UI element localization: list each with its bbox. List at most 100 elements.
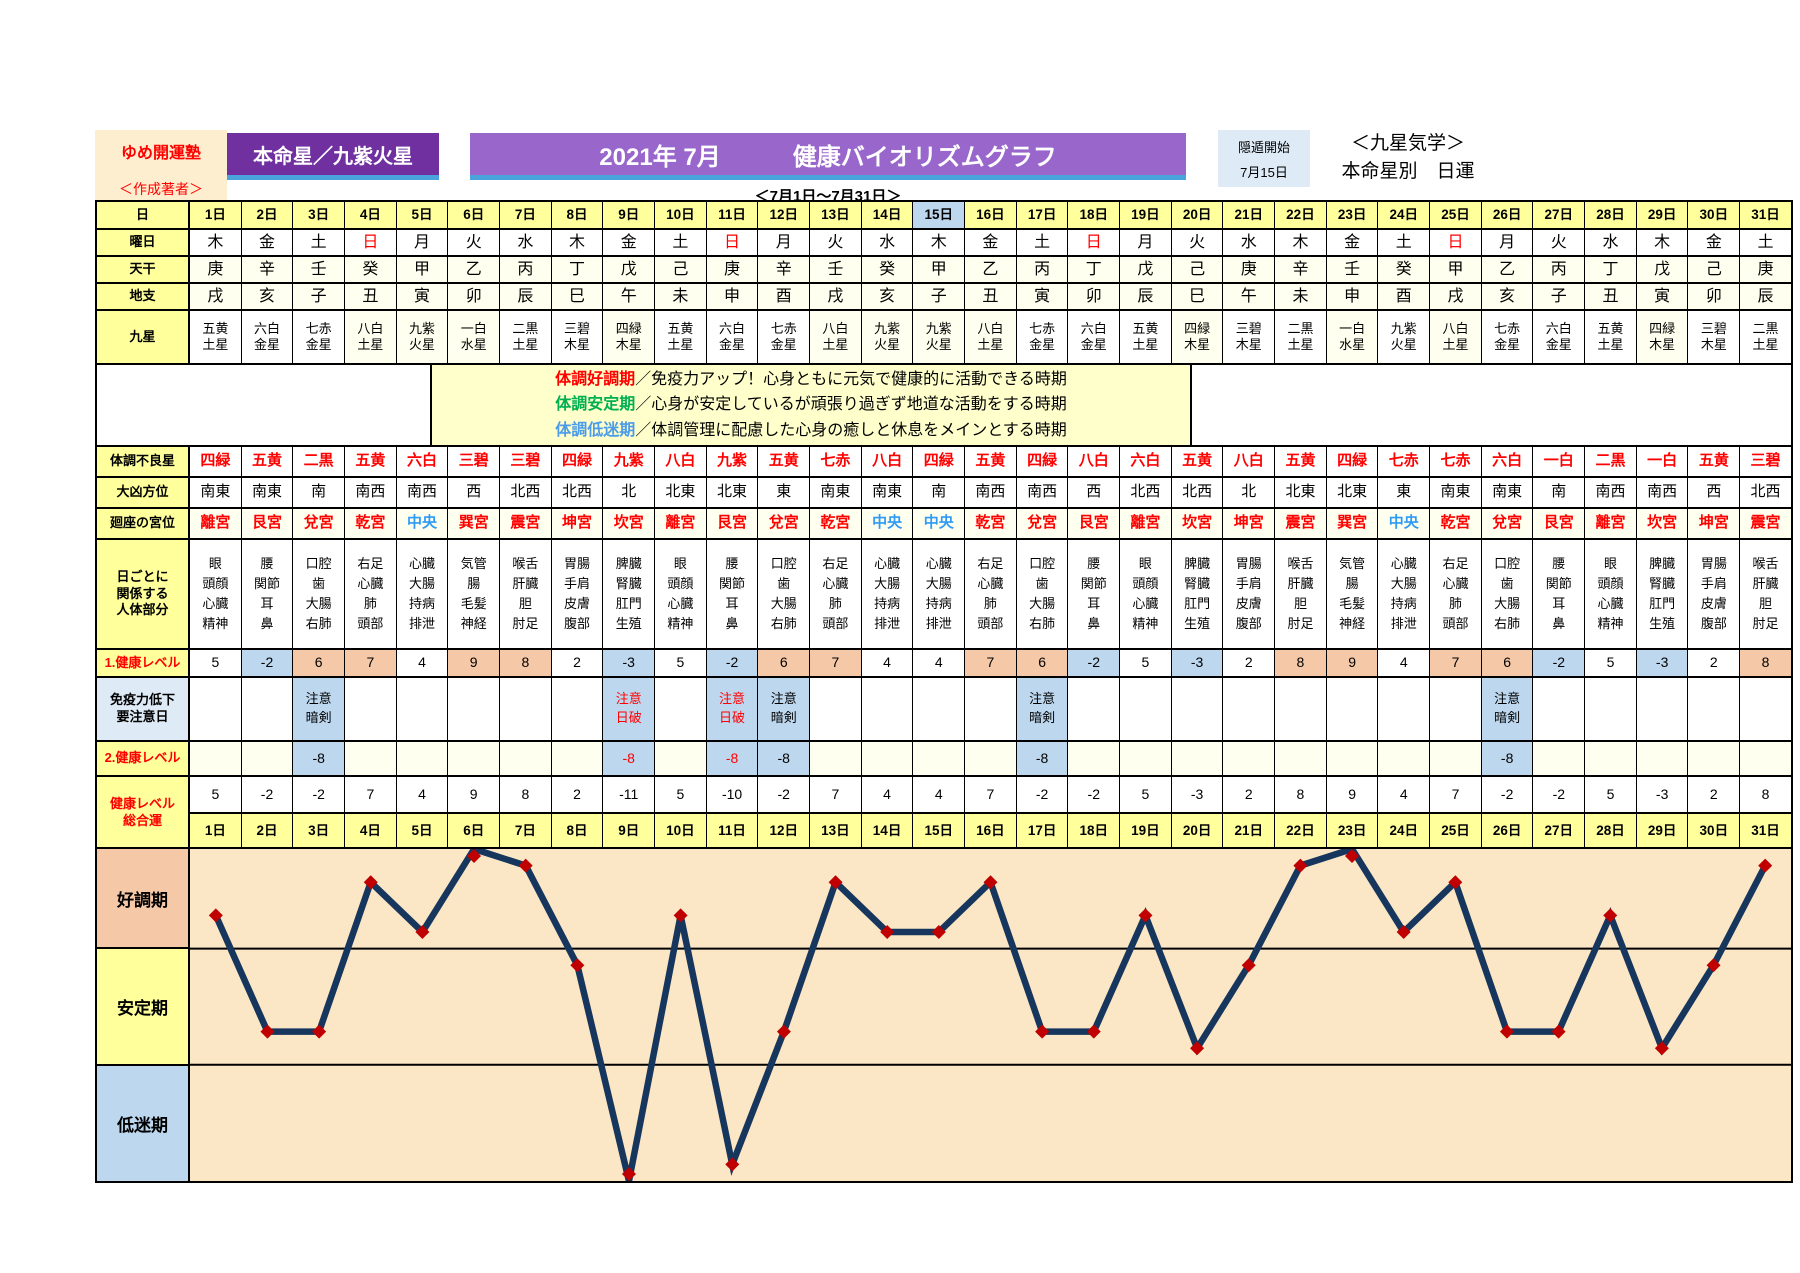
bad-direction-cell: 西 — [1688, 478, 1741, 507]
total-health-cell: 4 — [913, 777, 966, 812]
health-level-2-cell — [345, 742, 397, 775]
heavenly-stem-cell: 丙 — [500, 257, 552, 282]
row-body-parts: 日ごとに 関係する 人体部分眼 頭顔 心臓 精神腰 関節 耳 鼻口腔 歯 大腸 … — [97, 540, 1791, 650]
row-label-caution: 免疫力低下 要注意日 — [97, 678, 190, 740]
health-level-2-cell — [1171, 742, 1224, 775]
row-date: 日 1日 2日 3日 4日 5日 6日 7日 8日 9日 10日 11日 12日 13日 14日 15日 16日… — [97, 202, 1791, 230]
weekday-cell: 月 — [1120, 230, 1172, 255]
date-cell: 7日 — [500, 814, 552, 849]
zone-label-3: 低迷期 — [97, 1066, 188, 1181]
data-point-marker — [931, 925, 946, 939]
heavenly-stem-cell: 壬 — [293, 257, 346, 282]
palace-cell: 巽宮 — [448, 509, 501, 538]
heavenly-stem-cell: 癸 — [345, 257, 397, 282]
bad-star-cell: 四緑 — [1016, 447, 1069, 476]
heavenly-stem-cell: 甲 — [1430, 257, 1482, 282]
bad-star-cell: 九紫 — [706, 447, 759, 476]
date-cell: 27日 — [1533, 814, 1586, 849]
nine-star-cell: 五黄 土星 — [190, 311, 242, 363]
date-cell: 29日 — [1636, 814, 1689, 849]
weekday-cell: 土 — [655, 230, 707, 255]
earthly-branch-cell: 卯 — [1688, 284, 1741, 309]
caution-cell — [1223, 678, 1276, 740]
bad-direction-cell: 北東 — [706, 478, 759, 507]
bad-star-cell: 三碧 — [448, 447, 501, 476]
health-level-2-cell — [1688, 742, 1741, 775]
bad-star-cell: 四緑 — [913, 447, 966, 476]
weekday-cell: 日 — [1430, 230, 1482, 255]
bad-direction-cell: 西 — [1068, 478, 1121, 507]
weekday-cell: 火 — [1171, 230, 1224, 255]
caution-cell — [500, 678, 552, 740]
date-cell: 26日 — [1481, 202, 1534, 228]
bad-direction-cell: 北西 — [1120, 478, 1172, 507]
date-cell: 31日 — [1740, 814, 1791, 849]
subrow-date-repeat: 1日 2日 3日 4日 5日 6日 7日 8日 9日 10日 11日 12日 13日 14日 15日 16日 1… — [190, 814, 1791, 849]
bad-direction-cell: 南 — [293, 478, 346, 507]
row-nine-star: 九星 五黄 土星 六白 金星 七赤 金星 八白 土星 九紫 火星 一白 水星 二黒 土星 三碧 … — [97, 311, 1791, 365]
total-health-cell: 4 — [1378, 777, 1431, 812]
bad-direction-cell: 北東 — [655, 478, 707, 507]
date-cell: 1日 — [190, 202, 242, 228]
data-point-marker — [518, 858, 533, 873]
total-health-cell: 7 — [1430, 777, 1482, 812]
caution-cell — [396, 678, 449, 740]
health-level-2-cell: -8 — [293, 742, 346, 775]
health-level-1-cell: 6 — [293, 650, 346, 676]
body-parts-cell: 口腔 歯 大腸 右肺 — [1016, 540, 1069, 648]
brand-box: ゆめ開運塾 ＜作成著者＞ — [95, 130, 227, 206]
weekday-cell: 月 — [758, 230, 811, 255]
heavenly-stem-cell: 甲 — [396, 257, 449, 282]
weekday-cell: 日 — [706, 230, 759, 255]
earthly-branch-cell: 未 — [1275, 284, 1327, 309]
date-cell: 9日 — [603, 202, 656, 228]
total-health-cell: 2 — [551, 777, 604, 812]
heavenly-stem-cell: 戊 — [1636, 257, 1689, 282]
earthly-branch-cell: 丑 — [1585, 284, 1637, 309]
caution-cell: 注意 暗剣 — [758, 678, 811, 740]
legend-desc: ／体調管理に配慮した心身の癒しと休息をメインとする時期 — [635, 421, 1067, 439]
kigaku-line1: ＜九星気学＞ — [1350, 133, 1465, 154]
weekday-cell: 水 — [1585, 230, 1637, 255]
caution-cell — [861, 678, 914, 740]
total-health-cell: -10 — [706, 777, 759, 812]
legend-text-block: 体調好調期／免疫力アップ！心身ともに元気で健康的に活動できる時期 体調安定期／心身… — [430, 365, 1192, 445]
weekday-cell: 土 — [1378, 230, 1431, 255]
earthly-branch-cell: 申 — [706, 284, 759, 309]
health-level-1-cell: 2 — [1223, 650, 1276, 676]
health-level-2-cell: -8 — [706, 742, 759, 775]
row-palace: 廻座の宮位 離宮 艮宮 兌宮 乾宮 中央 巽宮 震宮 坤宮 坎宮 離宮 艮宮 兌宮 乾宮 中央 中央 乾宮 兌宮艮… — [97, 509, 1791, 540]
bad-star-cell: 五黄 — [1688, 447, 1741, 476]
body-parts-cell: 脾臓 腎臓 肛門 生殖 — [603, 540, 656, 648]
caution-cell — [965, 678, 1017, 740]
health-level-1-cell: 9 — [1326, 650, 1379, 676]
bad-star-cell: 八白 — [861, 447, 914, 476]
total-health-cell: 7 — [810, 777, 862, 812]
date-cell: 21日 — [1223, 202, 1276, 228]
bad-direction-cell: 南西 — [396, 478, 449, 507]
nine-star-cell: 三碧 木星 — [1223, 311, 1276, 363]
caution-cell — [1275, 678, 1327, 740]
health-level-2-cell — [1585, 742, 1637, 775]
weekday-cell: 火 — [448, 230, 501, 255]
weekday-cell: 水 — [1223, 230, 1276, 255]
data-point-marker — [880, 925, 895, 939]
health-level-2-cell: -8 — [603, 742, 656, 775]
health-level-1-cell: 2 — [551, 650, 604, 676]
data-point-marker — [1654, 1041, 1669, 1056]
heavenly-stem-cell: 己 — [655, 257, 707, 282]
body-parts-cell: 胃腸 手肩 皮膚 腹部 — [551, 540, 604, 648]
date-cell: 18日 — [1068, 814, 1121, 849]
caution-cell — [1171, 678, 1224, 740]
palace-cell: 中央 — [396, 509, 449, 538]
palace-cell: 乾宮 — [345, 509, 397, 538]
nine-star-cell: 四緑 木星 — [1171, 311, 1224, 363]
bad-direction-cell: 北西 — [1171, 478, 1224, 507]
bad-star-cell: 七赤 — [810, 447, 862, 476]
body-parts-cell: 腰 関節 耳 鼻 — [1533, 540, 1586, 648]
earthly-branch-cell: 戌 — [810, 284, 862, 309]
bad-star-cell: 三碧 — [500, 447, 552, 476]
date-cell: 19日 — [1120, 202, 1172, 228]
kigaku-line2: 本命星別 日運 — [1341, 160, 1475, 182]
